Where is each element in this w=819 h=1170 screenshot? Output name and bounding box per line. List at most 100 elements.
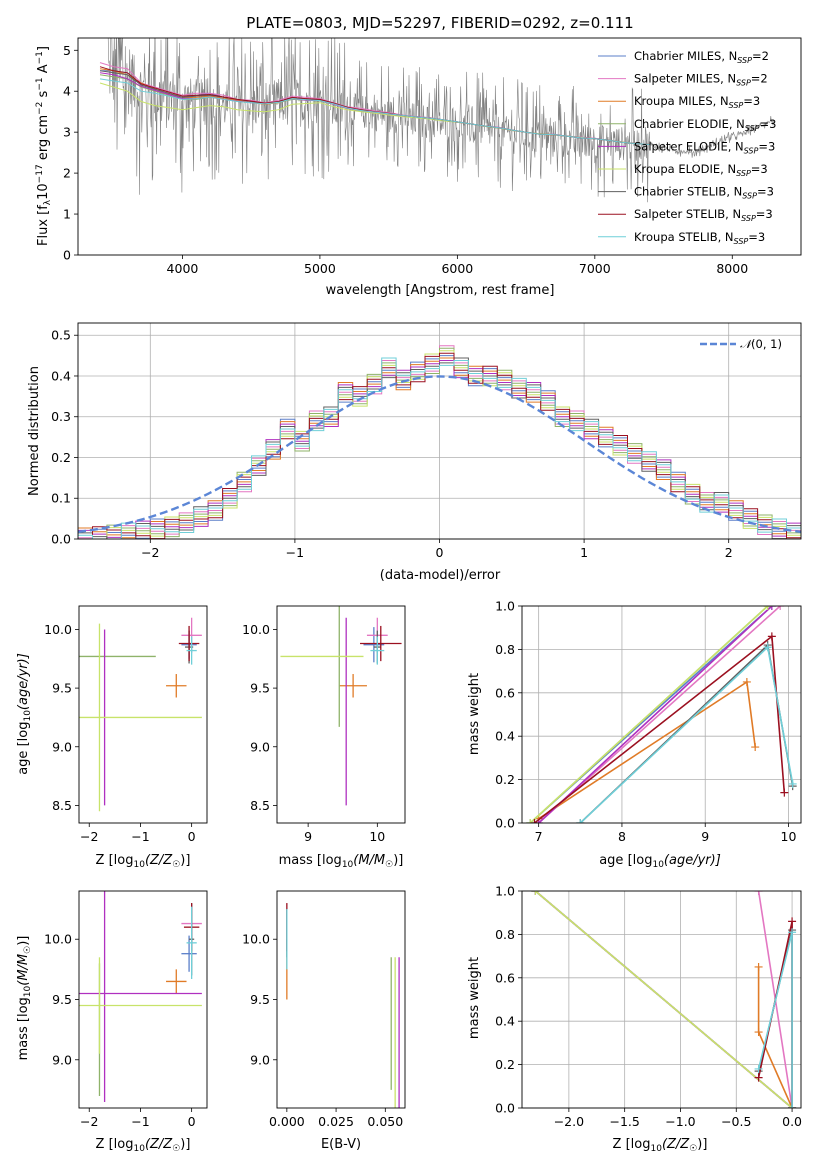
y-tick-label: 1.0 (495, 599, 515, 614)
y-tick-label: 9.5 (250, 992, 270, 1007)
weight-point-kroupa_elodie (763, 606, 772, 610)
plot-area (99, 38, 774, 203)
legend-entry: Chabrier MILES, NSSP=2 (634, 49, 769, 65)
y-tick-label: 10.0 (44, 932, 72, 947)
x-tick-label: 0 (436, 545, 444, 560)
x-tick-label: −1 (131, 829, 149, 844)
legend-entry: 𝒩(0, 1) (740, 337, 782, 351)
axes-frame (77, 37, 802, 256)
x-tick-label: −1.5 (609, 1114, 639, 1129)
y-tick-label: 9.0 (52, 1052, 72, 1067)
weight-point-kroupa_miles (742, 677, 751, 686)
weight-line-kroupa_miles (757, 967, 793, 1108)
y-tick-label: 9.5 (250, 681, 270, 696)
x-tick-label: 0.050 (367, 1114, 403, 1129)
weight-point-kroupa_stelib (788, 1104, 797, 1108)
plot-area (526, 606, 797, 823)
y-tick-label: 3 (63, 125, 71, 140)
mass-weight-vs-age-panel: 7 8 9 10 0.0 0.2 0.4 0.6 0.8 1.0 (495, 599, 802, 844)
legend-entry: Chabrier ELODIE, NSSP=3 (634, 117, 776, 133)
age-vs-mass-panel: 9 10 8.5 9.0 9.5 10.0 (242, 605, 406, 844)
x-tick-label: 0.025 (318, 1114, 354, 1129)
x-tick-label: 7000 (579, 261, 611, 276)
plot-area (286, 903, 400, 1108)
weight-line-chabrier_stelib (757, 929, 793, 1108)
x-tick-label: 7 (535, 829, 543, 844)
plot-area (78, 345, 801, 539)
weight-point-salpeter_miles (754, 891, 763, 895)
hist-step-chabrier_stelib (78, 357, 801, 539)
weight-vs-z-xlabel: Z [log10(Z/Z☉)] (613, 1137, 708, 1154)
y-tick-label: 9.0 (250, 1052, 270, 1067)
weight-point-salpeter_stelib (754, 1073, 763, 1082)
axes-frame (521, 890, 802, 1109)
x-tick-label: 0 (188, 829, 196, 844)
plot-area (79, 617, 202, 812)
x-tick-label: 9 (304, 829, 312, 844)
weight-point-kroupa_miles (751, 743, 760, 752)
weight-line-kroupa_elodie (529, 606, 769, 823)
y-tick-label: 9.0 (250, 739, 270, 754)
weight-point-salpeter_miles (776, 606, 785, 610)
mass-ylabel: mass [log10(M/M☉)] (16, 936, 33, 1061)
x-tick-label: −1.0 (665, 1114, 695, 1129)
x-tick-label: 0.0 (782, 1114, 802, 1129)
y-tick-label: 0.0 (51, 532, 71, 547)
y-tick-label: 0.4 (495, 1014, 515, 1029)
x-tick-label: −2 (141, 545, 159, 560)
y-tick-label: 9.5 (52, 681, 72, 696)
age-vs-z-xlabel: Z [log10(Z/Z☉)] (96, 853, 191, 870)
x-tick-label: 5000 (304, 261, 336, 276)
histogram-xlabel: (data-model)/error (380, 568, 501, 583)
y-tick-label: 1.0 (495, 884, 515, 899)
legend-entry: Kroupa MILES, NSSP=3 (634, 94, 760, 110)
x-tick-label: 0 (188, 1114, 196, 1129)
y-tick-label: 4 (63, 84, 71, 99)
x-tick-label: −1 (131, 1114, 149, 1129)
weight-line-kroupa_elodie (534, 891, 793, 1108)
x-tick-label: 4000 (167, 261, 199, 276)
hist-step-kroupa_stelib (78, 357, 801, 539)
weight-line-kroupa_stelib (757, 932, 793, 1108)
weight-point-salpeter_elodie (767, 606, 776, 610)
y-tick-label: 0.5 (51, 328, 71, 343)
weight-point-kroupa_stelib (576, 819, 585, 823)
spectrum-panel: 4000 5000 6000 7000 8000 0 1 2 3 4 5 Chabrier MILES… (63, 37, 802, 276)
spectrum-xlabel: wavelength [Angstrom, rest frame] (326, 283, 555, 298)
x-tick-label: −2 (80, 829, 98, 844)
weight-vs-age-xlabel: age [log10(age/yr)] (599, 853, 721, 870)
observed-spectrum-line (107, 38, 774, 203)
weight-point-kroupa_stelib (763, 643, 772, 652)
legend-entry: Salpeter MILES, NSSP=2 (634, 72, 768, 88)
axes-frame (276, 605, 406, 824)
mass-vs-metallicity-panel: −2 −1 0 9.0 9.5 10.0 (44, 890, 208, 1129)
weight-point-salpeter_stelib (767, 632, 776, 641)
weight-point-kroupa_miles (754, 962, 763, 971)
mass-vs-z-xlabel: Z [log10(Z/Z☉)] (96, 1137, 191, 1154)
age-vs-mass-xlabel: mass [log10(M/M☉)] (279, 853, 404, 870)
legend-entry: Kroupa STELIB, NSSP=3 (634, 230, 765, 246)
weight-point-kroupa_stelib (788, 928, 797, 937)
y-tick-label: 5 (63, 43, 71, 58)
y-tick-label: 0.2 (51, 450, 71, 465)
legend-entry: Chabrier STELIB, NSSP=3 (634, 185, 774, 201)
axes-frame (78, 605, 208, 824)
axes-frame (78, 890, 208, 1109)
mass-vs-ebv-panel: 0.000 0.025 0.050 9.0 9.5 10.0 (242, 890, 406, 1129)
weight-line-kroupa_stelib (579, 645, 794, 823)
x-tick-label: −2 (80, 1114, 98, 1129)
y-tick-label: 0.6 (495, 685, 515, 700)
normal-curve (78, 375, 801, 534)
y-tick-label: 10.0 (242, 932, 270, 947)
y-tick-label: 10.0 (44, 622, 72, 637)
weight-point-kroupa_miles (754, 1028, 763, 1037)
age-vs-metallicity-panel: −2 −1 0 8.5 9.0 9.5 10.0 (44, 605, 208, 844)
weight-point-kroupa_stelib (754, 1064, 763, 1073)
x-tick-label: 8 (618, 829, 626, 844)
weight-point-kroupa_stelib (788, 779, 797, 788)
ebv-xlabel: E(B-V) (321, 1137, 361, 1152)
y-tick-label: 9.0 (52, 739, 72, 754)
weight-vs-z-ylabel: mass weight (467, 957, 482, 1039)
plot-area (280, 606, 402, 806)
